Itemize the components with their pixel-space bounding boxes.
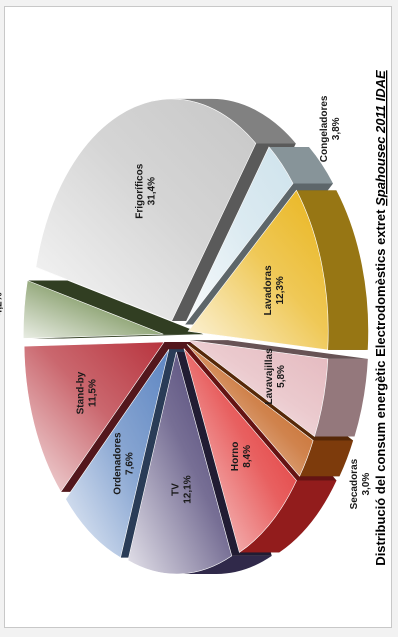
slice-label: Congeladores3,8% — [319, 95, 342, 162]
pie-slices — [23, 98, 369, 575]
slice-top-secadoras — [186, 344, 314, 477]
slice-label-value: 3,8% — [331, 117, 342, 140]
slice-label-name: Horno — [230, 442, 241, 471]
slice-label-value: 7,6% — [124, 452, 135, 475]
pie-slice — [187, 339, 368, 437]
slice-top-otro-equipamiento — [23, 280, 164, 339]
pie-slice — [187, 189, 369, 351]
slice-label-name: Congeladores — [319, 95, 330, 162]
slice-label-name: Lavadoras — [263, 265, 274, 315]
slice-label: Frigoríficos31,4% — [135, 163, 158, 218]
slice-label: Secadoras3,0% — [349, 458, 372, 509]
slice-wall — [23, 334, 204, 339]
slice-top-ordenadores — [65, 349, 170, 559]
slice-labels: Frigoríficos31,4% Congeladores3,8% Lavador… — [0, 95, 372, 509]
slice-top-lavadoras — [187, 189, 329, 351]
slice-side — [268, 146, 334, 184]
slice-label-name: Stand-by — [76, 371, 87, 414]
slice-label-name: Ordenadores — [112, 432, 123, 495]
slice-label-name: Lavavajillas — [264, 348, 275, 405]
slice-label: Lavadoras12,3% — [263, 265, 286, 315]
slice-label: Otro Equipamiento4,2% — [0, 259, 5, 349]
slice-top-congeladores — [184, 146, 294, 325]
pie-slice — [23, 280, 204, 339]
slice-top-lavavajillas — [187, 339, 329, 437]
slice-label: TV12,1% — [171, 475, 194, 503]
chart-title: Distribució del consum energètic Electro… — [373, 70, 388, 566]
slice-label: Stand-by11,5% — [76, 371, 99, 414]
slice-label-value: 8,4% — [242, 445, 253, 468]
slice-label: Lavavajillas5,8% — [264, 348, 287, 405]
slice-side — [299, 440, 354, 477]
slice-label-value: 12,1% — [183, 475, 194, 503]
slice-side — [239, 480, 337, 553]
slice-label-value: 3,0% — [361, 473, 372, 496]
slice-top-horno — [183, 348, 297, 553]
slice-label-name: Secadoras — [349, 458, 360, 509]
chart-title-main: Distribució del consum energètic Electro… — [373, 206, 388, 566]
slice-side — [171, 98, 296, 144]
slice-top-stand-by — [23, 341, 165, 493]
slice-label-name: TV — [171, 483, 182, 496]
slice-label: Horno8,4% — [230, 442, 253, 471]
slice-side — [296, 190, 369, 350]
slice-side — [176, 555, 272, 574]
slice-label-value: 4,2% — [0, 292, 5, 315]
slice-wall — [27, 280, 204, 335]
chart-title-source: Spahousec 2011 IDAE — [373, 70, 388, 206]
slice-label-value: 31,4% — [147, 177, 158, 205]
slice-label-value: 5,8% — [276, 365, 287, 388]
slice-label-value: 11,5% — [88, 379, 99, 407]
slice-label-name: Frigoríficos — [135, 163, 146, 218]
slice-label: Ordenadores7,6% — [112, 432, 135, 495]
slice-top-tv — [127, 351, 233, 575]
slice-top-frigor-ficos — [35, 98, 257, 322]
slice-label-value: 12,3% — [275, 276, 286, 304]
slice-side — [314, 358, 368, 437]
